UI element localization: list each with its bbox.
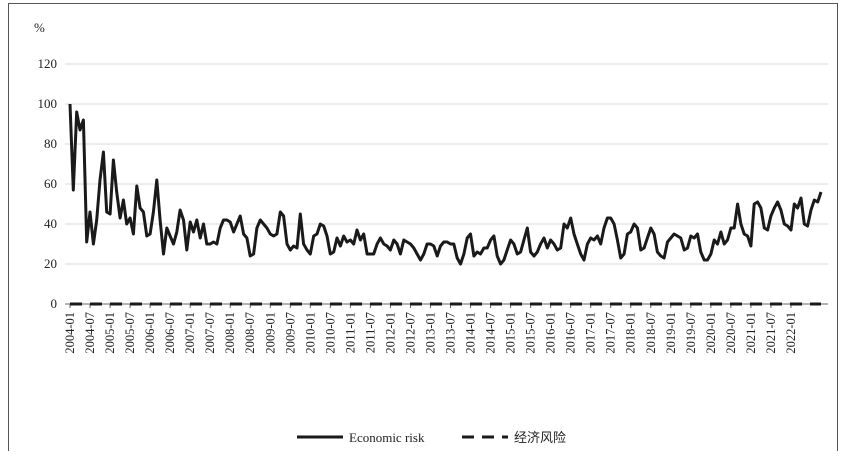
x-tick-label: 2018-07 (644, 312, 658, 354)
series-lines (68, 103, 823, 306)
x-tick-label: 2005-01 (103, 312, 117, 354)
x-tick-label: 2011-01 (343, 312, 357, 353)
y-tick-label: 80 (44, 136, 57, 151)
chart-frame (8, 3, 838, 451)
x-tick-label: 2007-07 (203, 312, 217, 354)
y-axis-unit-label: % (34, 20, 45, 35)
x-tick-label: 2017-07 (604, 312, 618, 354)
x-tick-label: 2020-07 (724, 312, 738, 354)
x-tick-label: 2008-01 (223, 312, 237, 354)
y-tick-label: 100 (38, 96, 58, 111)
x-tick-label: 2015-07 (524, 312, 538, 354)
x-tick-label: 2010-01 (303, 312, 317, 354)
x-tick-label: 2013-07 (444, 312, 458, 354)
y-tick-label: 60 (44, 176, 57, 191)
x-tick-label: 2006-01 (143, 312, 157, 354)
y-tick-label: 40 (44, 216, 57, 231)
x-tick-label: 2011-07 (363, 312, 377, 353)
gridlines (65, 63, 828, 305)
x-tick-label: 2017-01 (584, 312, 598, 354)
x-tick-label: 2013-01 (423, 312, 437, 354)
y-tick-label: 0 (51, 296, 58, 311)
x-tick-label: 2010-07 (323, 312, 337, 354)
x-tick-label: 2016-07 (564, 312, 578, 354)
series-line-economic-risk (68, 103, 823, 266)
x-tick-label: 2019-01 (664, 312, 678, 354)
x-tick-label: 2004-07 (83, 312, 97, 354)
legend: Economic risk 经济风险 (297, 430, 566, 445)
y-axis-ticks: 0 20 40 60 80 100 120 (38, 56, 58, 311)
x-tick-label: 2008-07 (243, 312, 257, 354)
x-tick-label: 2012-07 (403, 312, 417, 354)
x-tick-label: 2016-01 (544, 312, 558, 354)
x-tick-label: 2020-01 (704, 312, 718, 354)
x-tick-label: 2012-01 (383, 312, 397, 354)
x-tick-label: 2021-07 (764, 312, 778, 354)
x-tick-label: 2014-01 (464, 312, 478, 354)
x-tick-label: 2015-01 (504, 312, 518, 354)
x-tick-label: 2005-07 (123, 312, 137, 354)
x-tick-label: 2009-07 (283, 312, 297, 354)
legend-label: 经济风险 (514, 430, 566, 445)
x-tick-label: 2007-01 (183, 312, 197, 354)
x-tick-label: 2018-01 (624, 312, 638, 354)
x-tick-label: 2009-01 (263, 312, 277, 354)
x-tick-label: 2021-01 (744, 312, 758, 354)
y-tick-label: 120 (38, 56, 58, 71)
x-tick-label: 2004-01 (63, 312, 77, 354)
legend-label: Economic risk (349, 430, 425, 445)
x-tick-label: 2014-07 (484, 312, 498, 354)
x-axis-ticks: 2004-01 2004-07 2005-01 2005-07 2006-01 2006-… (63, 304, 798, 354)
x-tick-label: 2022-01 (784, 312, 798, 354)
x-tick-label: 2006-07 (163, 312, 177, 354)
x-tick-label: 2019-07 (684, 312, 698, 354)
y-tick-label: 20 (44, 256, 57, 271)
